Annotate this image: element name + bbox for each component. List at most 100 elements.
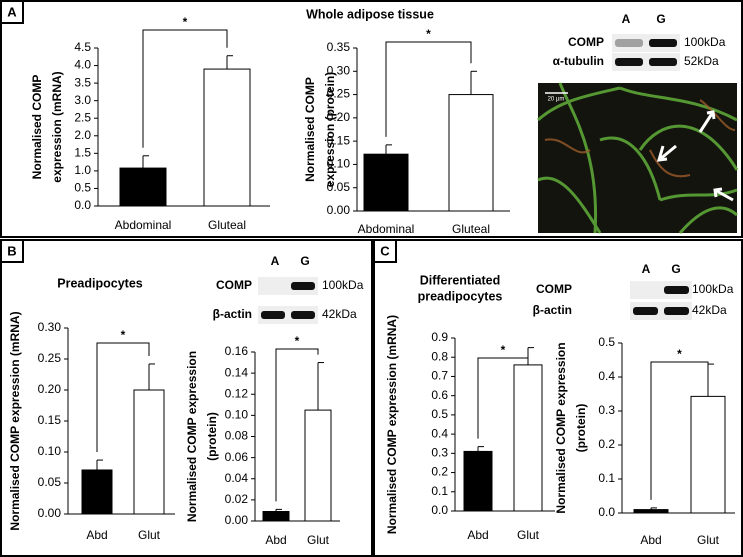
y-tick-label: 0.2 bbox=[598, 437, 615, 451]
panel-label: C bbox=[380, 243, 390, 258]
bar bbox=[133, 389, 165, 515]
y-tick-label: 0.1 bbox=[598, 471, 615, 485]
panel-label-box bbox=[0, 0, 24, 24]
y-axis-title: Normalised COMP expression (mRNA) bbox=[385, 315, 399, 534]
y-tick-label: 0.30 bbox=[327, 63, 351, 77]
x-tick-label: Abd bbox=[265, 533, 286, 547]
y-tick-label: 0.06 bbox=[225, 450, 249, 464]
x-tick-label: Abd bbox=[86, 528, 107, 542]
bar bbox=[262, 510, 290, 522]
significance-bracket bbox=[142, 29, 228, 148]
panel-label: A bbox=[7, 4, 17, 19]
significance-bracket bbox=[650, 361, 709, 500]
significance-star: * bbox=[183, 15, 188, 29]
y-axis-title: Normalised COMP expression (mRNA) bbox=[8, 311, 22, 530]
blot-band bbox=[664, 286, 689, 294]
panel-title: preadipocytes bbox=[418, 289, 503, 303]
y-tick-label: 0.15 bbox=[38, 413, 62, 427]
y-axis-title: (protein) bbox=[574, 404, 588, 453]
y-tick-label: 0.35 bbox=[327, 40, 351, 54]
significance-star: * bbox=[677, 347, 682, 361]
bar bbox=[203, 68, 251, 207]
protein-label: COMP bbox=[536, 282, 572, 296]
y-tick-label: 0.3 bbox=[598, 403, 615, 417]
y-axis-title: Normalised COMP bbox=[30, 75, 44, 180]
y-tick-label: 0.1 bbox=[431, 484, 448, 498]
y-tick-label: 0.00 bbox=[327, 203, 351, 217]
bar bbox=[448, 94, 494, 212]
significance-star: * bbox=[426, 27, 431, 41]
y-tick-label: 0.0 bbox=[598, 505, 615, 519]
significance-star: * bbox=[501, 343, 506, 357]
y-axis-title: expression (mRNA) bbox=[50, 71, 64, 182]
protein-label: α-tubulin bbox=[553, 54, 604, 68]
size-label: 100kDa bbox=[692, 282, 734, 296]
bar bbox=[81, 469, 113, 515]
y-tick-label: 0.25 bbox=[38, 351, 62, 365]
panel-a-frame bbox=[0, 0, 743, 238]
panel-c-frame bbox=[373, 239, 743, 557]
significance-bracket bbox=[477, 357, 529, 439]
x-tick-label: Glut bbox=[517, 528, 540, 542]
bar bbox=[690, 395, 726, 514]
micrograph bbox=[536, 82, 739, 234]
panel-title: Whole adipose tissue bbox=[306, 7, 434, 21]
x-tick-label: Gluteal bbox=[208, 218, 246, 232]
x-tick-label: Glut bbox=[307, 533, 330, 547]
y-axis-title: Normalised COMP expression bbox=[185, 351, 199, 522]
lane-label: A bbox=[622, 12, 631, 26]
y-axis-title: Normalised COMP expression bbox=[554, 342, 568, 513]
bar bbox=[633, 509, 669, 514]
lane-label: G bbox=[671, 262, 680, 276]
significance-bracket bbox=[96, 342, 150, 453]
y-tick-label: 0.20 bbox=[327, 110, 351, 124]
size-label: 52kDa bbox=[684, 54, 719, 68]
blot-band bbox=[615, 58, 643, 66]
lane-label: G bbox=[656, 12, 665, 26]
panel-label-box bbox=[0, 239, 24, 263]
blot-strip bbox=[258, 306, 318, 324]
y-tick-label: 0.0 bbox=[74, 198, 91, 212]
y-tick-label: 0.10 bbox=[327, 157, 351, 171]
scale-bar-label: 20 µm bbox=[548, 97, 565, 103]
y-tick-label: 0.14 bbox=[225, 365, 249, 379]
blot-band bbox=[615, 39, 643, 47]
y-tick-label: 0.5 bbox=[598, 335, 615, 349]
panel-label: B bbox=[7, 243, 16, 258]
y-tick-label: 0.3 bbox=[431, 446, 448, 460]
y-tick-label: 0.10 bbox=[38, 444, 62, 458]
y-tick-label: 3.5 bbox=[74, 75, 91, 89]
y-tick-label: 0.20 bbox=[38, 382, 62, 396]
significance-star: * bbox=[295, 334, 300, 348]
x-tick-label: Glut bbox=[138, 528, 161, 542]
panel-label-box bbox=[373, 239, 397, 263]
y-tick-label: 1.5 bbox=[74, 146, 91, 160]
y-tick-label: 0.08 bbox=[225, 429, 249, 443]
protein-label: COMP bbox=[568, 35, 604, 49]
blot-band bbox=[261, 311, 285, 319]
y-axis-title: (protein) bbox=[205, 412, 219, 461]
y-tick-label: 0.4 bbox=[431, 426, 448, 440]
y-tick-label: 0.00 bbox=[38, 506, 62, 520]
x-tick-label: Glut bbox=[697, 533, 720, 547]
blot-strip bbox=[630, 302, 692, 320]
x-tick-label: Abd bbox=[467, 528, 488, 542]
blot-band bbox=[664, 307, 689, 315]
x-tick-label: Gluteal bbox=[452, 222, 490, 236]
x-tick-label: Abdominal bbox=[115, 218, 172, 232]
x-tick-label: Abdominal bbox=[358, 222, 415, 236]
y-tick-label: 0.04 bbox=[225, 471, 249, 485]
y-tick-label: 0.7 bbox=[431, 369, 448, 383]
y-tick-label: 0.05 bbox=[38, 475, 62, 489]
blot-band bbox=[649, 58, 677, 66]
y-tick-label: 1.0 bbox=[74, 163, 91, 177]
y-tick-label: 4.5 bbox=[74, 40, 91, 54]
y-tick-label: 0.30 bbox=[38, 320, 62, 334]
y-tick-label: 0.05 bbox=[327, 180, 351, 194]
y-tick-label: 0.5 bbox=[74, 181, 91, 195]
y-tick-label: 0.10 bbox=[225, 408, 249, 422]
y-tick-label: 0.16 bbox=[225, 344, 249, 358]
lane-label: A bbox=[642, 262, 651, 276]
protein-label: β-actin bbox=[533, 303, 572, 317]
